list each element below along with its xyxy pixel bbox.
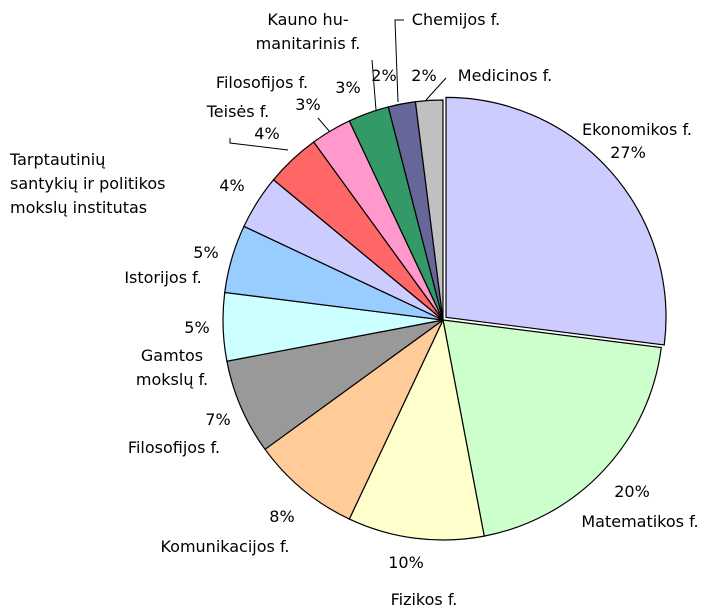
leader-line <box>425 77 447 101</box>
pie-slice <box>348 318 485 541</box>
category-label: Teisės f. <box>206 102 270 121</box>
category-label: Chemijos f. <box>412 10 500 29</box>
category-label: Kauno hu-manitarinis f. <box>256 10 361 53</box>
category-label: Ekonomikos f. <box>582 120 692 139</box>
value-label: 8% <box>269 507 294 526</box>
category-label: Medicinos f. <box>458 66 552 85</box>
pie-slice <box>264 319 444 520</box>
leader-line <box>394 19 404 103</box>
category-label: Komunikacijos f. <box>160 537 289 556</box>
leader-line <box>229 138 289 151</box>
leader-line <box>371 59 377 111</box>
value-label: 7% <box>205 410 230 429</box>
category-label: Gamtos mokslų f. <box>136 346 208 389</box>
pie-slice <box>445 96 667 346</box>
category-label: Filosofijos f. <box>128 438 220 457</box>
value-label: 4% <box>254 124 279 143</box>
category-label: Tarptautinių santykių ir politikos mokslų … <box>9 150 165 217</box>
value-label: 20% <box>614 482 650 501</box>
value-label: 2% <box>371 66 396 85</box>
category-label: Fizikos f. <box>391 590 458 609</box>
value-label: 27% <box>610 143 646 162</box>
value-label: 2% <box>411 66 436 85</box>
leader-line <box>317 117 331 133</box>
category-label: Matematikos f. <box>581 512 698 531</box>
value-label: 3% <box>335 78 360 97</box>
leader-lines <box>229 19 447 151</box>
value-label: 5% <box>193 243 218 262</box>
pie-slice <box>442 319 662 537</box>
value-label: 3% <box>295 95 320 114</box>
category-label: Istorijos f. <box>124 268 201 287</box>
value-label: 10% <box>388 553 424 572</box>
value-label: 5% <box>184 318 209 337</box>
pie-slice <box>414 99 444 321</box>
value-label: 4% <box>219 176 244 195</box>
category-label: Filosofijos f. <box>216 73 308 92</box>
